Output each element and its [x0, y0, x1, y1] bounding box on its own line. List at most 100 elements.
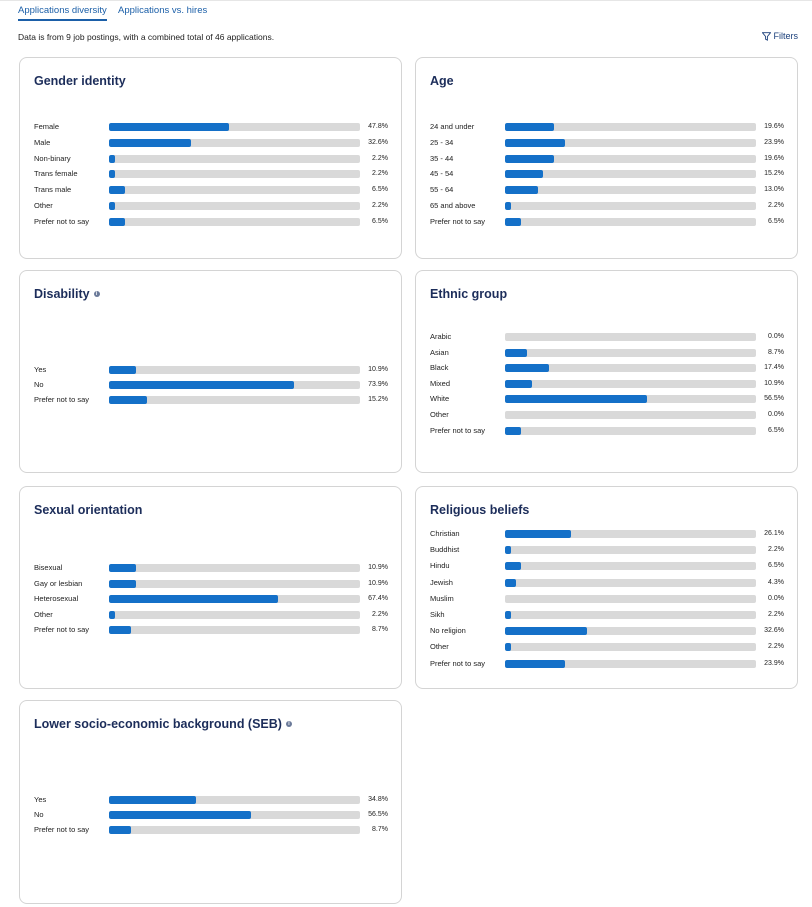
bar-track: [109, 170, 360, 179]
bar-value: 15.2%: [764, 170, 784, 178]
bar-fill: [109, 579, 137, 588]
bar-label: Asian: [430, 347, 449, 357]
bar-fill: [505, 627, 587, 636]
bar-track: [109, 123, 360, 131]
bar-value: 6.5%: [768, 217, 784, 225]
bar-label: Prefer not to say: [34, 216, 90, 226]
bar-row: Buddhist 2.2%: [416, 544, 797, 556]
bar-track: [109, 395, 360, 404]
bar-track: [109, 610, 360, 619]
bar-track: [505, 627, 756, 636]
bar-track: [505, 217, 756, 226]
bar-fill: [109, 395, 148, 404]
filters-label: Filters: [773, 31, 799, 41]
bar-track: [109, 579, 360, 588]
bar-fill: [109, 366, 137, 374]
bar-label: No: [34, 809, 44, 819]
bar-value: 56.5%: [368, 810, 388, 818]
bar-track: [505, 348, 756, 357]
bar-track: [109, 202, 360, 210]
bar-track: [109, 186, 360, 195]
bar-fill: [109, 595, 279, 604]
bar-fill: [505, 364, 549, 373]
bar-label: Muslim: [430, 593, 454, 603]
bar-row: 65 and above 2.2%: [416, 200, 797, 212]
bar-value: 32.6%: [764, 627, 784, 635]
bar-row: Black 17.4%: [416, 362, 797, 374]
bar-value: 6.5%: [768, 562, 784, 570]
bar-label: Non-binary: [34, 153, 71, 163]
bar-label: Prefer not to say: [430, 425, 486, 435]
bar-track: [109, 626, 360, 635]
bar-track: [505, 562, 756, 571]
bar-fill: [505, 170, 544, 179]
bar-value: 32.6%: [368, 138, 388, 146]
bar-row: Bisexual 10.9%: [20, 562, 401, 574]
bar-value: 2.2%: [372, 154, 388, 162]
bar-row: No 56.5%: [20, 809, 401, 821]
bar-fill: [505, 154, 555, 163]
bar-value: 2.2%: [372, 202, 388, 209]
card-title: Sexual orientation: [34, 503, 142, 517]
bar-label: Other: [430, 410, 449, 419]
bar-track: [505, 154, 756, 163]
bar-label: Trans male: [34, 185, 72, 195]
bar-value: 2.2%: [768, 643, 784, 651]
bar-value: 47.8%: [368, 123, 388, 130]
bar-track: [505, 202, 756, 210]
filters-button[interactable]: Filters: [761, 31, 799, 41]
card-title: Religious beliefs: [430, 503, 529, 517]
bar-track: [109, 138, 360, 147]
bar-label: Yes: [34, 365, 47, 374]
tab-applications-diversity[interactable]: Applications diversity: [18, 5, 107, 21]
card-age: Age 24 and under 19.6% 25 - 34 23.9% 35 - 44 1…: [415, 57, 798, 259]
bar-label: Mixed: [430, 378, 451, 388]
bar-value: 8.7%: [372, 626, 388, 634]
bar-value: 17.4%: [764, 364, 784, 372]
bar-value: 2.2%: [372, 170, 388, 178]
bar-track: [505, 333, 756, 341]
bar-track: [505, 379, 756, 388]
bar-row: Mixed 10.9%: [416, 378, 797, 390]
bar-label: Prefer not to say: [430, 658, 486, 668]
bar-value: 2.2%: [768, 546, 784, 554]
bar-fill: [505, 395, 647, 404]
bar-row: No 73.9%: [20, 379, 401, 391]
bar-label: Other: [34, 609, 53, 619]
bar-row: 25 - 34 23.9%: [416, 137, 797, 149]
bar-track: [109, 380, 360, 389]
tab-applications-vs-hires[interactable]: Applications vs. hires: [118, 5, 208, 16]
bar-fill: [109, 825, 131, 834]
bar-fill: [109, 123, 229, 131]
bar-row: Christian 26.1%: [416, 528, 797, 540]
bar-label: Buddhist: [430, 545, 460, 555]
bar-value: 0.0%: [768, 333, 784, 340]
bar-row: Asian 8.7%: [416, 347, 797, 359]
bar-fill: [109, 154, 115, 163]
bar-fill: [505, 562, 522, 571]
bar-label: Bisexual: [34, 563, 63, 572]
bar-row: Other 0.0%: [416, 409, 797, 421]
card-title-text: Ethnic group: [430, 287, 508, 301]
bar-value: 56.5%: [764, 395, 784, 403]
bar-value: 0.0%: [768, 594, 784, 602]
info-icon[interactable]: i: [93, 291, 100, 297]
bar-label: Christian: [430, 529, 460, 538]
bar-row: Prefer not to say 6.5%: [20, 216, 401, 228]
bar-row: Gay or lesbian 10.9%: [20, 578, 401, 590]
bar-value: 4.3%: [768, 578, 784, 586]
bar-value: 73.9%: [368, 380, 388, 388]
bar-label: 35 - 44: [430, 153, 454, 163]
info-icon[interactable]: i: [285, 721, 292, 727]
bar-fill: [109, 138, 191, 147]
bar-track: [505, 364, 756, 373]
bar-track: [505, 426, 756, 435]
bar-fill: [109, 796, 197, 804]
bar-label: White: [430, 394, 450, 404]
bar-track: [505, 611, 756, 619]
bar-row: Hindu 6.5%: [416, 560, 797, 572]
bar-row: Arabic 0.0%: [416, 331, 797, 343]
bar-fill: [109, 810, 251, 819]
bar-track: [505, 395, 756, 404]
bar-value: 6.5%: [768, 426, 784, 434]
